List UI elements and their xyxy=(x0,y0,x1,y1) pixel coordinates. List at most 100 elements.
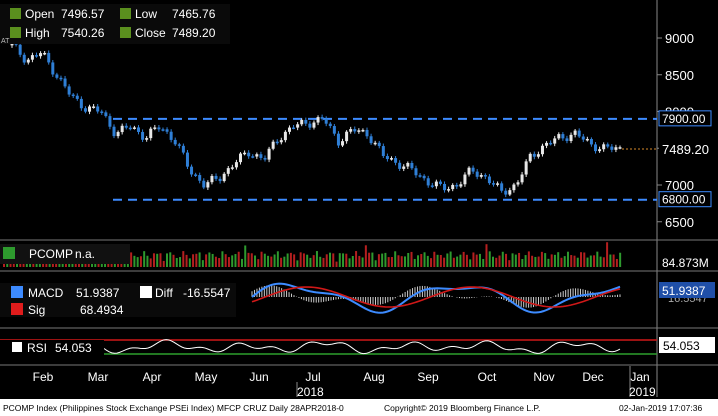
candle-body xyxy=(39,53,43,57)
candle-body xyxy=(606,144,610,147)
volume-bar xyxy=(553,254,556,267)
candle-body xyxy=(361,129,365,132)
volume-bar xyxy=(443,257,446,267)
volume-bar xyxy=(612,254,615,267)
volume-bar xyxy=(195,253,198,267)
close-label: Close xyxy=(135,26,166,40)
volume-bar xyxy=(325,254,328,267)
volume-bar xyxy=(130,252,133,267)
price-tick-label: 6500 xyxy=(665,215,694,230)
candle-body xyxy=(312,122,316,128)
candle-body xyxy=(234,162,238,168)
macd-swatch xyxy=(11,286,23,298)
candle-body xyxy=(194,174,198,176)
volume-bar xyxy=(397,255,400,267)
macd-value: 51.9387 xyxy=(76,286,120,300)
low-swatch xyxy=(120,8,131,19)
volume-bar xyxy=(309,257,312,267)
volume-bar xyxy=(169,252,172,267)
volume-bar xyxy=(534,256,537,267)
candle-body xyxy=(418,175,422,177)
candle-body xyxy=(55,74,59,78)
volume-bar xyxy=(351,256,354,267)
volume-bar xyxy=(394,251,397,267)
candle-body xyxy=(336,133,340,146)
candle-body xyxy=(34,55,38,57)
volume-bar xyxy=(348,258,351,267)
volume-bar xyxy=(358,255,361,267)
volume-bar xyxy=(492,256,494,267)
volume-bar xyxy=(257,259,260,267)
candle-body xyxy=(304,119,308,124)
support-label-box xyxy=(658,191,712,208)
candle-body xyxy=(320,117,324,119)
candle-body xyxy=(565,138,569,142)
candle-body xyxy=(283,131,287,141)
volume-bar xyxy=(361,257,364,267)
volume-bar xyxy=(244,245,247,267)
candle-body xyxy=(161,129,165,131)
candle-body xyxy=(92,106,96,108)
ohlc-legend: Open 7496.57 Low 7465.76 High 7540.26 Cl… xyxy=(0,4,230,45)
candle-body xyxy=(540,145,544,155)
volume-bar xyxy=(485,244,488,267)
candle-body xyxy=(475,171,479,177)
candle-body xyxy=(524,161,528,175)
month-label: Apr xyxy=(143,370,162,384)
volume-bar xyxy=(566,251,569,267)
volume-bar xyxy=(475,254,478,267)
volume-value-text: n.a. xyxy=(75,247,95,261)
sig-swatch xyxy=(11,303,23,315)
volume-bar xyxy=(511,253,514,267)
low-value: 7465.76 xyxy=(172,7,216,21)
footer-left: PCOMP Index (Philippines Stock Exchange … xyxy=(3,403,344,413)
price-tick-label: 8500 xyxy=(665,68,694,83)
volume-bar xyxy=(250,253,253,267)
candle-body xyxy=(528,153,532,162)
volume-bar xyxy=(149,258,152,267)
candle-body xyxy=(532,153,536,157)
candle-body xyxy=(573,130,577,135)
volume-bar xyxy=(400,256,403,267)
volume-bar xyxy=(276,251,279,267)
macd-line xyxy=(251,282,621,314)
volume-bar xyxy=(381,253,384,267)
candle-body xyxy=(434,181,438,187)
footer-right: 02-Jan-2019 17:07:36 xyxy=(619,403,702,413)
volume-bar xyxy=(315,251,318,267)
volume-bar xyxy=(452,257,455,267)
month-label: Mar xyxy=(88,370,109,384)
ohlc-legend-bg xyxy=(0,4,230,44)
volume-bar xyxy=(296,260,299,267)
volume-bar xyxy=(211,253,214,267)
high-swatch xyxy=(10,27,21,38)
close-value: 7489.20 xyxy=(172,26,216,40)
candle-body xyxy=(308,123,312,128)
volume-bar xyxy=(136,257,139,267)
candle-body xyxy=(353,129,357,132)
volume-bar xyxy=(234,254,237,267)
candle-body xyxy=(614,147,618,150)
volume-bar xyxy=(589,255,592,267)
volume-bar xyxy=(527,251,530,267)
volume-bar xyxy=(293,254,296,267)
volume-bar xyxy=(514,254,517,267)
volume-bar xyxy=(185,254,188,267)
price-tick-label: 7000 xyxy=(665,178,694,193)
volume-bar xyxy=(580,252,583,267)
volume-bar xyxy=(182,251,185,267)
rsi-last-box xyxy=(659,337,715,353)
candle-body xyxy=(553,138,557,144)
volume-bar xyxy=(410,251,413,267)
candle-body xyxy=(198,175,202,181)
candle-body xyxy=(569,134,573,142)
volume-legend-bg xyxy=(0,244,130,264)
volume-bar xyxy=(371,252,374,267)
volume-bar xyxy=(175,257,178,267)
candle-body xyxy=(51,62,55,75)
candle-body xyxy=(43,52,47,55)
candle-body xyxy=(455,184,459,187)
low-label: Low xyxy=(135,7,157,21)
candle-body xyxy=(157,127,161,130)
resistance-value: 7900.00 xyxy=(662,112,706,126)
